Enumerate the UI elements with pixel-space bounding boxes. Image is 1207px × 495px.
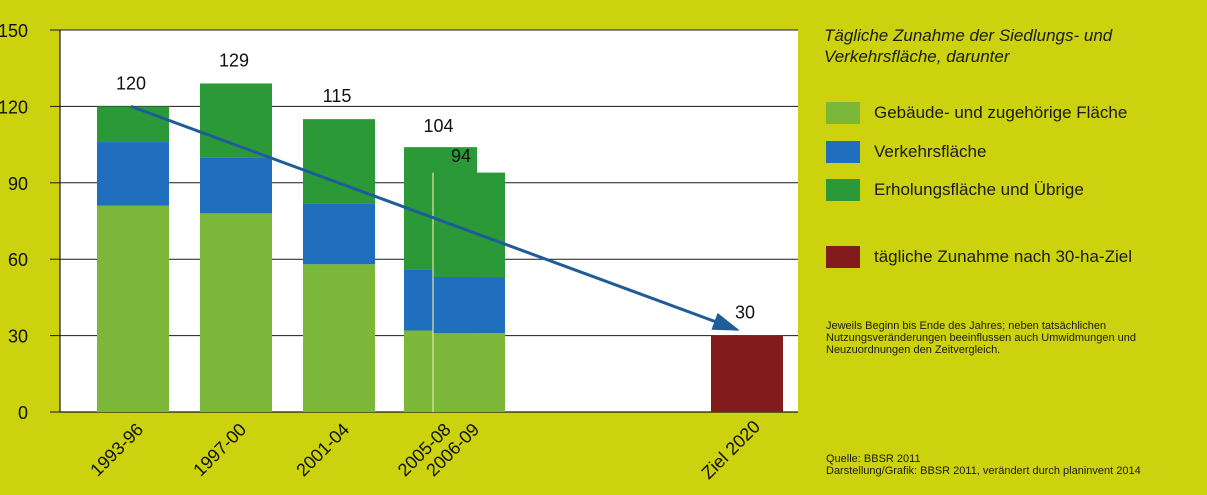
bar-total-label: 115 <box>323 86 352 106</box>
legend-item-goal: tägliche Zunahme nach 30-ha-Ziel <box>826 245 1186 269</box>
bar-segment-1993-96-1 <box>97 142 169 206</box>
bar-segment-1997-00-1 <box>200 157 272 214</box>
legend-label-traffic: Verkehrsfläche <box>874 142 987 161</box>
legend-item-traffic: Verkehrsfläche <box>826 140 1186 164</box>
x-tick-label: 1997-00 <box>189 419 250 480</box>
x-tick-label: 1993-96 <box>86 419 147 480</box>
bar-total-label: 120 <box>116 73 146 93</box>
trend-arrow-line <box>130 104 740 332</box>
bar-segment-1997-00-0 <box>200 213 272 412</box>
legend-label-recreation: Erholungsfläche und Übrige <box>874 180 1084 199</box>
legend-label-buildings: Gebäude- und zugehörige Fläche <box>874 103 1128 122</box>
x-tick-label: Ziel 2020 <box>698 417 765 484</box>
bar-segment-2001-04-0 <box>303 264 375 412</box>
chart-note: Jeweils Beginn bis Ende des Jahres; nebe… <box>826 320 1137 356</box>
bar-segment-2006-09-0 <box>433 333 505 412</box>
bar-segment-2006-09-2 <box>433 172 505 278</box>
bar-segment-2006-09-1 <box>433 277 505 334</box>
y-tick-label: 120 <box>0 97 28 117</box>
y-tick-label: 0 <box>18 403 28 423</box>
bar-total-label: 94 <box>451 146 471 166</box>
legend-swatch-buildings <box>826 102 860 124</box>
bar-segment-ziel-2020-3 <box>711 335 783 412</box>
legend-title: Tägliche Zunahme der Siedlungs- und Verk… <box>824 26 1113 66</box>
legend-item-buildings: Gebäude- und zugehörige Fläche <box>826 101 1186 125</box>
legend-panel: Tägliche Zunahme der Siedlungs- und Verk… <box>824 25 1192 485</box>
legend-swatch-recreation <box>826 179 860 201</box>
x-tick-label: 2001-04 <box>292 419 353 480</box>
legend-swatch-goal <box>826 246 860 268</box>
legend-swatch-traffic <box>826 141 860 163</box>
y-tick-label: 30 <box>8 327 28 347</box>
bar-segment-2001-04-1 <box>303 203 375 265</box>
bar-total-label: 30 <box>735 303 755 323</box>
y-tick-label: 60 <box>8 250 28 270</box>
legend-label-goal: tägliche Zunahme nach 30-ha-Ziel <box>874 247 1132 266</box>
y-tick-label: 150 <box>0 21 28 41</box>
bar-segment-1993-96-0 <box>97 205 169 412</box>
bar-segment-2001-04-2 <box>303 119 375 204</box>
bar-total-label: 129 <box>219 50 249 70</box>
bar-total-label: 104 <box>423 116 453 136</box>
legend-item-recreation: Erholungsfläche und Übrige <box>826 178 1186 202</box>
y-tick-label: 90 <box>8 174 28 194</box>
bar-segment-1993-96-2 <box>97 106 169 143</box>
credit-line: Darstellung/Grafik: BBSR 2011, verändert… <box>826 465 1141 477</box>
source-line: Quelle: BBSR 2011 <box>826 453 921 465</box>
